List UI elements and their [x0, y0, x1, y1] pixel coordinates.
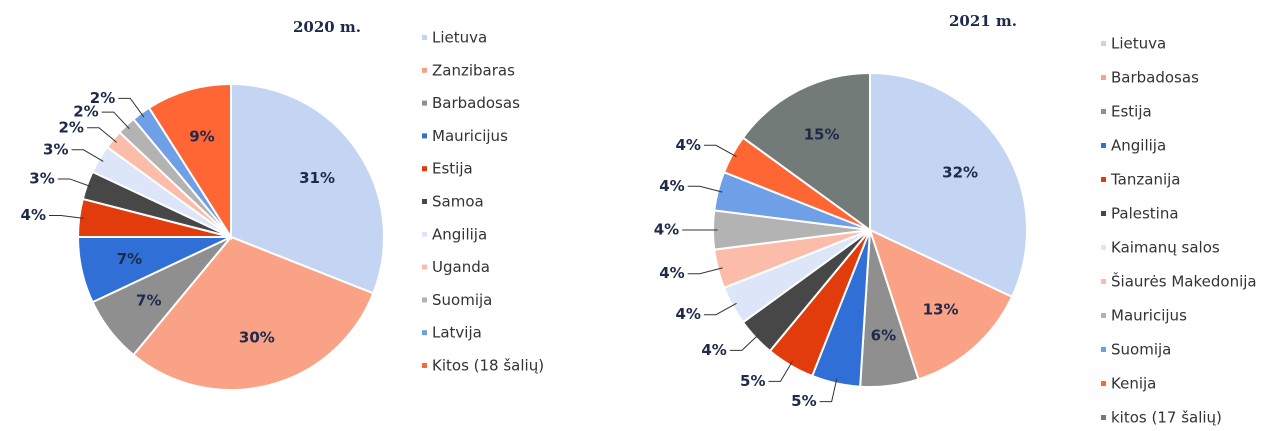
legend-label: Barbadosas — [1111, 69, 1199, 87]
legend-swatch — [1101, 245, 1106, 250]
leader-line — [118, 97, 145, 118]
chart-title: 2020 m. — [293, 18, 361, 36]
legend-label: Suomija — [1111, 341, 1171, 359]
legend-swatch — [422, 297, 427, 303]
data-label: 7% — [117, 250, 142, 268]
leader-line — [86, 127, 117, 143]
legend-swatch — [1101, 381, 1106, 386]
leader-line — [768, 360, 793, 382]
leader-line — [48, 215, 84, 219]
data-label: 4% — [659, 264, 684, 282]
legend-swatch — [1101, 75, 1106, 80]
data-label: 2% — [58, 118, 83, 136]
data-label: 4% — [21, 206, 46, 224]
legend-swatch — [1101, 177, 1106, 182]
legend-label: Lietuva — [432, 29, 487, 47]
pie-slice — [147, 82, 232, 241]
legend-swatch — [422, 166, 427, 172]
legend-swatch — [422, 330, 427, 336]
legend-label: Uganda — [432, 258, 490, 276]
legend-swatch — [1101, 313, 1106, 318]
legend-swatch — [1101, 279, 1106, 284]
data-label: 4% — [675, 305, 700, 323]
legend-swatch — [1101, 143, 1106, 148]
legend-label: Latvija — [432, 324, 482, 342]
data-label: 31% — [299, 169, 335, 187]
chart-title: 2021 m. — [949, 12, 1017, 30]
legend-swatch — [422, 100, 427, 106]
data-label: 32% — [942, 163, 978, 181]
legend-swatch — [422, 199, 427, 204]
pie-slice — [868, 228, 1014, 381]
legend-label: Angilija — [1111, 137, 1166, 155]
legend-swatch — [422, 35, 427, 40]
data-label: 9% — [189, 128, 214, 146]
leader-line — [703, 144, 737, 158]
legend-label: Samoa — [432, 193, 484, 211]
data-label: 5% — [740, 372, 765, 390]
legend-label: Kaimanų salos — [1111, 239, 1220, 257]
legend-swatch — [422, 231, 427, 237]
legend-swatch — [1101, 415, 1106, 420]
legend-label: Tanzanija — [1110, 171, 1180, 189]
legend-label: Palestina — [1111, 205, 1179, 223]
legend-label: Mauricijus — [1111, 307, 1187, 325]
legend-label: Estija — [432, 160, 473, 178]
legend-label: Zanzibaras — [432, 61, 515, 79]
data-label: 30% — [239, 328, 275, 346]
data-label: 15% — [804, 125, 840, 143]
legend-label: Barbadosas — [432, 94, 520, 112]
legend-swatch — [422, 363, 427, 368]
legend-label: Mauricijus — [432, 127, 508, 145]
pie-slice — [132, 235, 375, 391]
leader-line — [57, 178, 92, 188]
legend-label: Estija — [1111, 103, 1152, 121]
leader-line — [687, 185, 723, 193]
leader-line — [819, 378, 838, 403]
legend-swatch — [1101, 41, 1106, 46]
legend-label: Kenija — [1111, 375, 1156, 393]
legend-label: Suomija — [432, 291, 492, 309]
legend-label: Lietuva — [1111, 35, 1166, 53]
legend-swatch — [1101, 211, 1106, 216]
data-label: 4% — [654, 221, 679, 239]
legend-label: Šiaurės Makedonija — [1111, 272, 1257, 291]
data-label: 4% — [675, 136, 700, 154]
legend-label: kitos (17 šalių) — [1111, 409, 1222, 427]
legend-swatch — [422, 133, 427, 139]
pie-slice — [869, 71, 1028, 299]
legend-swatch — [422, 67, 427, 73]
data-label: 2% — [73, 103, 98, 121]
legend-label: Angilija — [432, 225, 487, 243]
legend-swatch — [422, 264, 427, 270]
data-label: 5% — [791, 392, 816, 410]
legend-swatch — [1101, 109, 1106, 114]
leader-line — [687, 267, 723, 275]
legend-label: Kitos (18 šalių) — [432, 357, 544, 375]
data-label: 6% — [871, 326, 896, 344]
pie-slice — [741, 71, 871, 232]
data-label: 3% — [43, 140, 68, 158]
legend-swatch — [1101, 347, 1106, 352]
data-label: 3% — [29, 169, 54, 187]
leader-line — [101, 111, 130, 130]
data-label: 2% — [90, 89, 115, 107]
data-label: 4% — [659, 177, 684, 195]
data-label: 4% — [701, 341, 726, 359]
leader-line — [703, 302, 737, 316]
pie-slice — [230, 82, 385, 295]
leader-line — [729, 333, 760, 351]
data-label: 7% — [136, 291, 161, 309]
data-label: 13% — [923, 301, 959, 319]
leader-line — [71, 149, 104, 162]
